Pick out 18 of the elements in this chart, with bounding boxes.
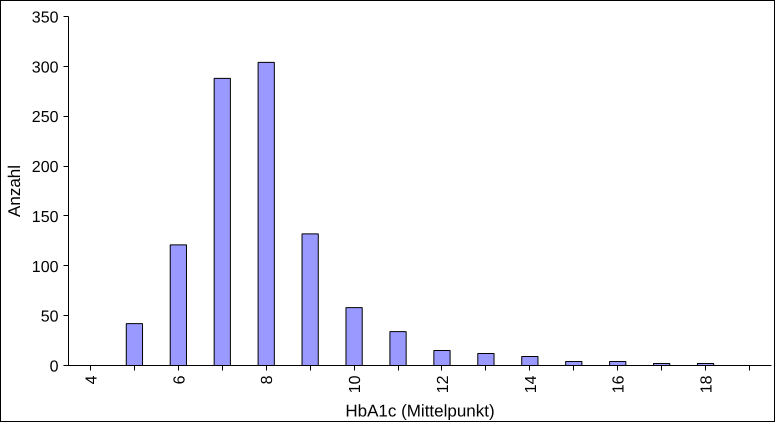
x-tick-label: 14	[522, 375, 540, 394]
y-tick-label: 350	[32, 10, 59, 26]
y-axis-title: Anzahl	[4, 165, 24, 217]
y-tick-label: 100	[32, 258, 59, 276]
y-tick-label: 0	[50, 358, 59, 376]
x-tick-label: 8	[259, 375, 276, 384]
x-tick-label: 6	[171, 375, 188, 384]
x-tick-label: 12	[434, 375, 452, 394]
x-tick-label: 4	[83, 375, 100, 384]
x-axis-title: HbA1c (Mittelpunkt)	[345, 401, 495, 420]
x-tick-label: 10	[347, 375, 364, 394]
x-tick-label: 18	[698, 375, 716, 394]
y-tick-label: 250	[32, 109, 59, 126]
y-tick-label: 300	[32, 59, 59, 76]
x-tick-label: 16	[610, 375, 628, 394]
y-tick-label: 50	[40, 308, 59, 326]
y-tick-label: 150	[32, 208, 59, 226]
y-tick-label: 200	[32, 159, 59, 176]
